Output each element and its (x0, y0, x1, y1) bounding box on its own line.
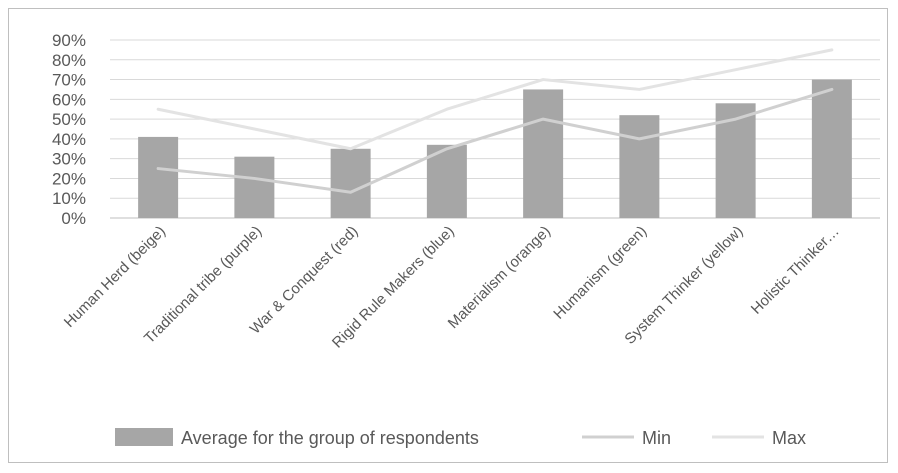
y-tick-label: 40% (52, 130, 86, 149)
category-label: Holistic Thinker… (748, 223, 843, 318)
legend-label: Max (772, 428, 806, 448)
category-label: War & Conquest (red) (247, 223, 362, 338)
y-tick-label: 30% (52, 150, 86, 169)
category-label: Human Herd (beige) (61, 223, 169, 331)
gridlines (110, 39, 880, 219)
x-axis-labels: Human Herd (beige)Traditional tribe (pur… (61, 223, 843, 352)
series-line-max (156, 48, 834, 151)
legend-swatch (115, 428, 173, 446)
bar (811, 79, 852, 218)
bar (330, 148, 371, 218)
bar (426, 144, 467, 218)
bar (138, 136, 179, 218)
y-tick-label: 0% (61, 209, 86, 228)
series-line-min (156, 87, 834, 194)
legend-label: Average for the group of respondents (181, 428, 479, 448)
bar (523, 89, 564, 218)
bar (234, 156, 275, 218)
y-tick-label: 10% (52, 189, 86, 208)
line-series (156, 48, 834, 194)
bar-series (138, 79, 852, 218)
y-tick-label: 50% (52, 110, 86, 129)
category-label: Materialism (orange) (445, 223, 554, 332)
y-tick-label: 80% (52, 51, 86, 70)
y-axis-ticks: 0%10%20%30%40%50%60%70%80%90% (52, 31, 86, 228)
chart-frame: 0% 10% 20% 30% 40% 50% 60% 70% 80% 90% Human Herd… (8, 8, 888, 463)
y-tick-label: 90% (52, 31, 86, 50)
legend: Average for the group of respondents Min M… (115, 428, 806, 448)
y-tick-label: 20% (52, 169, 86, 188)
y-tick-label: 70% (52, 71, 86, 90)
chart: 0%10%20%30%40%50%60%70%80%90% Human Herd… (52, 31, 880, 448)
legend-label: Min (642, 428, 671, 448)
bar (619, 115, 660, 218)
y-tick-label: 60% (52, 90, 86, 109)
category-label: Humanism (green) (550, 223, 650, 323)
